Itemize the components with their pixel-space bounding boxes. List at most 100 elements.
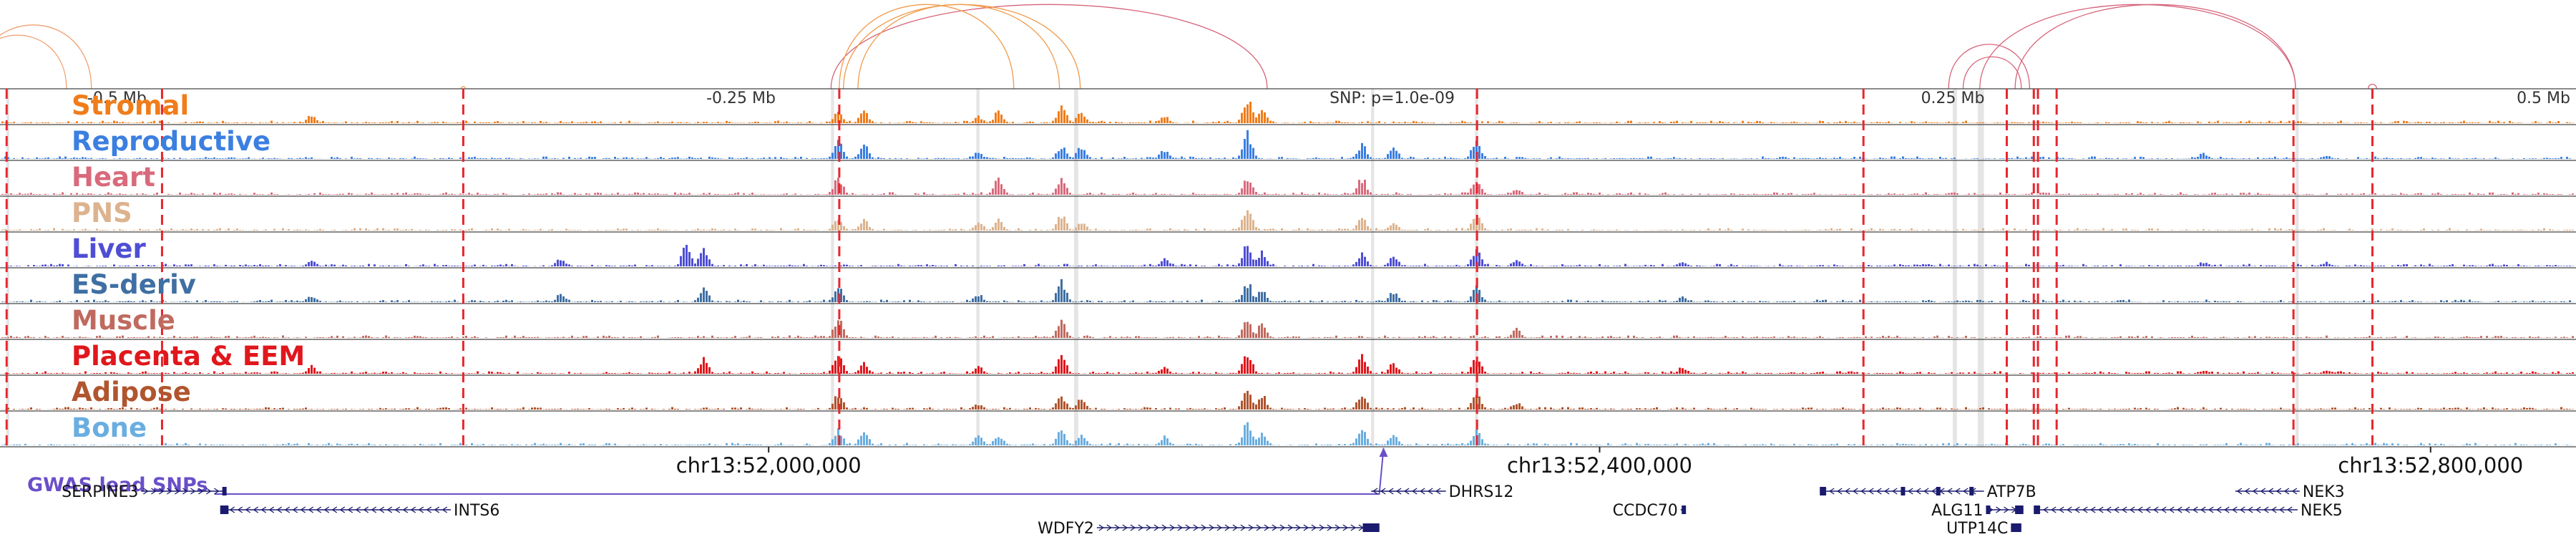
exon-block: [1820, 487, 1826, 495]
strand-chevron: [1098, 524, 1105, 531]
chromatin-loop: [0, 24, 92, 90]
signal-track: [0, 267, 2576, 302]
strand-chevron: [292, 506, 298, 513]
strand-chevron: [410, 506, 416, 513]
gwas-track: GWAS lead SNPs: [27, 448, 1388, 496]
chromatin-loop: [2368, 83, 2377, 90]
strand-chevron: [386, 506, 393, 513]
strand-chevron: [2275, 488, 2282, 495]
strand-chevron: [2283, 488, 2290, 495]
strand-chevron: [379, 506, 385, 513]
gene-name: DHRS12: [1449, 483, 1514, 501]
strand-chevron: [323, 506, 330, 513]
strand-chevron: [1327, 524, 1333, 531]
strand-chevron: [1435, 488, 1441, 495]
signal-bars: [0, 102, 2576, 123]
gene-model: UTP14C: [1946, 520, 2021, 537]
strand-chevron: [1868, 488, 1874, 495]
strand-chevron: [355, 506, 361, 513]
signal-track: [0, 231, 2576, 266]
axis-tick-label: chr13:52,000,000: [676, 453, 862, 478]
strand-chevron: [1884, 488, 1890, 495]
strand-chevron: [331, 506, 338, 513]
strand-chevron: [1876, 488, 1882, 495]
strand-chevron: [1350, 524, 1357, 531]
chromatin-loop: [1962, 56, 2022, 90]
accessibility-tracks: [0, 88, 2576, 448]
chromatin-loop: [857, 4, 1060, 90]
strand-chevron: [198, 488, 204, 495]
strand-chevron: [1845, 488, 1850, 495]
strand-chevron: [2287, 506, 2293, 513]
strand-chevron: [268, 506, 275, 513]
strand-chevron: [2268, 488, 2274, 495]
strand-chevron: [1287, 524, 1294, 531]
strand-chevron: [363, 506, 369, 513]
strand-chevron: [434, 506, 440, 513]
signal-track: [0, 303, 2576, 338]
strand-chevron: [1947, 488, 1953, 495]
strand-chevron: [2145, 506, 2151, 513]
chromatin-loop: [460, 86, 466, 90]
strand-chevron: [175, 488, 180, 495]
signal-bars: [0, 244, 2576, 266]
signal-bars: [0, 279, 2576, 302]
strand-chevron: [347, 506, 353, 513]
strand-chevron: [2291, 488, 2298, 495]
axis-tick-label: chr13:52,400,000: [1507, 453, 1692, 478]
strand-chevron: [339, 506, 346, 513]
strand-chevron: [2098, 506, 2104, 513]
strand-chevron: [1256, 524, 1262, 531]
exon-block: [220, 505, 229, 514]
strand-chevron: [1122, 524, 1128, 531]
strand-chevron: [1303, 524, 1309, 531]
strand-chevron: [1295, 524, 1302, 531]
strand-chevron: [1892, 488, 1898, 495]
strand-chevron: [1853, 488, 1858, 495]
gwas-connector: [215, 448, 1385, 495]
strand-chevron: [167, 488, 172, 495]
strand-chevron: [284, 506, 291, 513]
strand-chevron: [1279, 524, 1286, 531]
ruler-tick-label: -0.5 Mb: [87, 90, 147, 107]
strand-chevron: [1153, 524, 1160, 531]
strand-chevron: [2122, 506, 2127, 513]
strand-chevron: [2161, 506, 2167, 513]
exon-block: [1936, 487, 1941, 495]
strand-chevron: [2059, 506, 2064, 513]
strand-chevron: [1224, 524, 1231, 531]
signal-track: [0, 124, 2576, 159]
strand-chevron: [2279, 506, 2285, 513]
gene-name: SERPINE3: [62, 483, 138, 501]
chromatin-loop: [1948, 44, 2031, 90]
strand-chevron: [1916, 488, 1921, 495]
strand-chevron: [2137, 506, 2143, 513]
strand-chevron: [2240, 506, 2245, 513]
exon-block: [1969, 487, 1974, 495]
signal-bars: [0, 319, 2576, 338]
signal-track: [0, 410, 2576, 445]
strand-chevron: [2082, 506, 2088, 513]
signal-track: [0, 195, 2576, 231]
strand-chevron: [2090, 506, 2096, 513]
strand-chevron: [2153, 506, 2159, 513]
track-label: Placenta & EEM: [72, 341, 305, 372]
exon-block: [2034, 505, 2040, 514]
strand-chevron: [2185, 506, 2190, 513]
ruler-tick-label: -0.25 Mb: [706, 90, 776, 107]
strand-chevron: [441, 506, 448, 513]
strand-chevron: [371, 506, 377, 513]
gene-model: ALG11: [1931, 502, 2024, 520]
strand-chevron: [418, 506, 424, 513]
chromatin-loop: [2014, 4, 2296, 90]
strand-chevron: [2255, 506, 2261, 513]
strand-chevron: [1146, 524, 1152, 531]
gene-model: NEK3: [2235, 483, 2345, 501]
strand-chevron: [394, 506, 401, 513]
gene-name: ATP7B: [1987, 483, 2036, 501]
track-label: ES-deriv: [72, 269, 196, 300]
strand-chevron: [206, 488, 212, 495]
strand-chevron: [2129, 506, 2135, 513]
strand-chevron: [2216, 506, 2222, 513]
